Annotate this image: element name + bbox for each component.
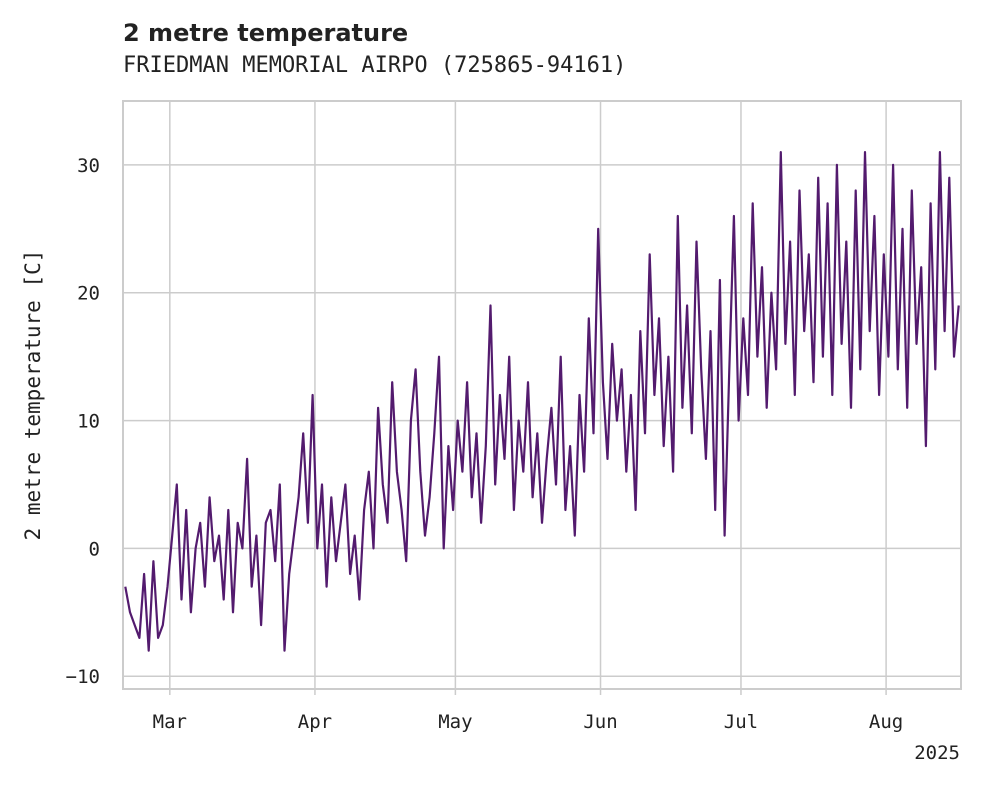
y-tick-label: 20 [77,283,100,305]
y-axis-label: 2 metre temperature [C] [21,250,45,541]
x-tick-label: Aug [869,711,903,733]
y-tick-label: 10 [77,411,100,433]
x-tick-label: Apr [298,711,332,733]
temperature-series-line [124,151,960,652]
gridlines [123,101,961,689]
y-tick-label: 0 [89,538,100,560]
chart-title: 2 metre temperature [123,19,408,47]
x-tick-label: Mar [153,711,187,733]
x-tick-label: May [438,711,472,733]
series-layer [124,151,960,652]
plot-frame [122,100,962,690]
chart-subtitle: FRIEDMAN MEMORIAL AIRPO (725865-94161) [123,53,626,78]
x-tick-label: Jul [724,711,758,733]
x-tick-label: Jun [583,711,617,733]
y-tick-label: 30 [77,155,100,177]
y-tick-label: −10 [66,666,100,688]
y-axis-ticks: −10 0 10 20 30 [66,155,100,688]
x-axis-ticks: Mar Apr May Jun Jul Aug [153,689,903,733]
x-year-label: 2025 [914,742,960,764]
